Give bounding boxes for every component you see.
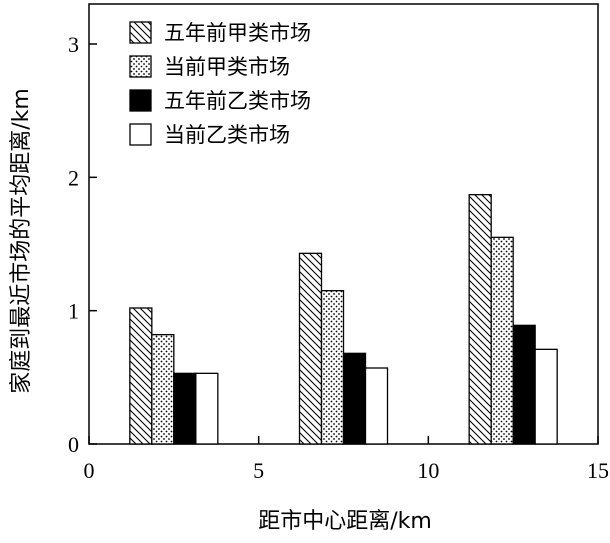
x-tick-label: 15 xyxy=(587,458,609,483)
bar-dots-2 xyxy=(490,236,514,445)
bar-hatch-1 xyxy=(298,252,323,445)
bar-white-0 xyxy=(195,372,219,445)
legend-swatch-solid-black xyxy=(129,89,152,112)
bar-solid-black-1 xyxy=(342,352,367,445)
y-tick-label: 1 xyxy=(68,299,79,324)
bar-hatch-2 xyxy=(468,194,492,445)
x-axis-title: 距市中心距离/km xyxy=(258,509,432,534)
bar-dots-1 xyxy=(320,290,345,445)
legend-swatch-hatch xyxy=(129,21,152,44)
legend-label: 当前甲类市场 xyxy=(164,55,290,79)
legend-label: 五年前甲类市场 xyxy=(164,21,311,45)
bar-hatch-0 xyxy=(129,307,153,445)
y-tick-label: 2 xyxy=(68,165,79,190)
legend-label: 五年前乙类市场 xyxy=(164,89,311,113)
legend-swatch-white xyxy=(129,123,152,146)
x-tick-label: 5 xyxy=(253,458,264,483)
bar-solid-black-0 xyxy=(173,372,197,445)
y-tick-label: 0 xyxy=(68,432,79,457)
bar-white-2 xyxy=(534,348,558,445)
bar-dots-0 xyxy=(151,334,175,445)
x-tick-label: 10 xyxy=(417,458,439,483)
legend-label: 当前乙类市场 xyxy=(164,123,290,147)
bar-white-1 xyxy=(364,367,389,445)
bars-group xyxy=(129,194,558,445)
legend-swatch-dots xyxy=(129,55,152,78)
y-tick-label: 3 xyxy=(68,32,79,57)
axes-group: 0 5 10 15 0 1 2 3 xyxy=(68,32,609,483)
y-axis-title: 家庭到最近市场的平均距离/km xyxy=(9,88,34,394)
bar-solid-black-2 xyxy=(512,324,536,445)
x-tick-label: 0 xyxy=(84,458,95,483)
